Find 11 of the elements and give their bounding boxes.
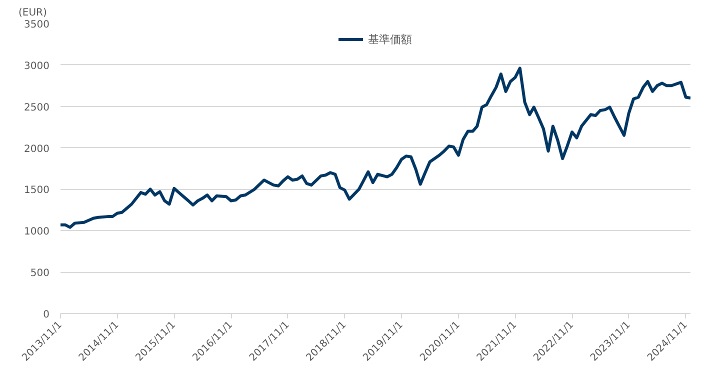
y-tick-label: 2500 xyxy=(24,102,50,114)
y-tick-label: 500 xyxy=(30,268,50,280)
legend-label: 基準価額 xyxy=(368,32,412,46)
y-tick-label: 1500 xyxy=(24,185,50,196)
y-tick-label: 0 xyxy=(43,310,50,320)
y-tick-label: 3000 xyxy=(24,60,50,72)
y-tick-label: 3500 xyxy=(24,20,50,30)
y-tick-label: 2000 xyxy=(24,144,50,155)
y-tick-label: 1000 xyxy=(24,226,50,238)
y-axis-title: (EUR) xyxy=(18,8,47,18)
line-series xyxy=(60,66,690,229)
